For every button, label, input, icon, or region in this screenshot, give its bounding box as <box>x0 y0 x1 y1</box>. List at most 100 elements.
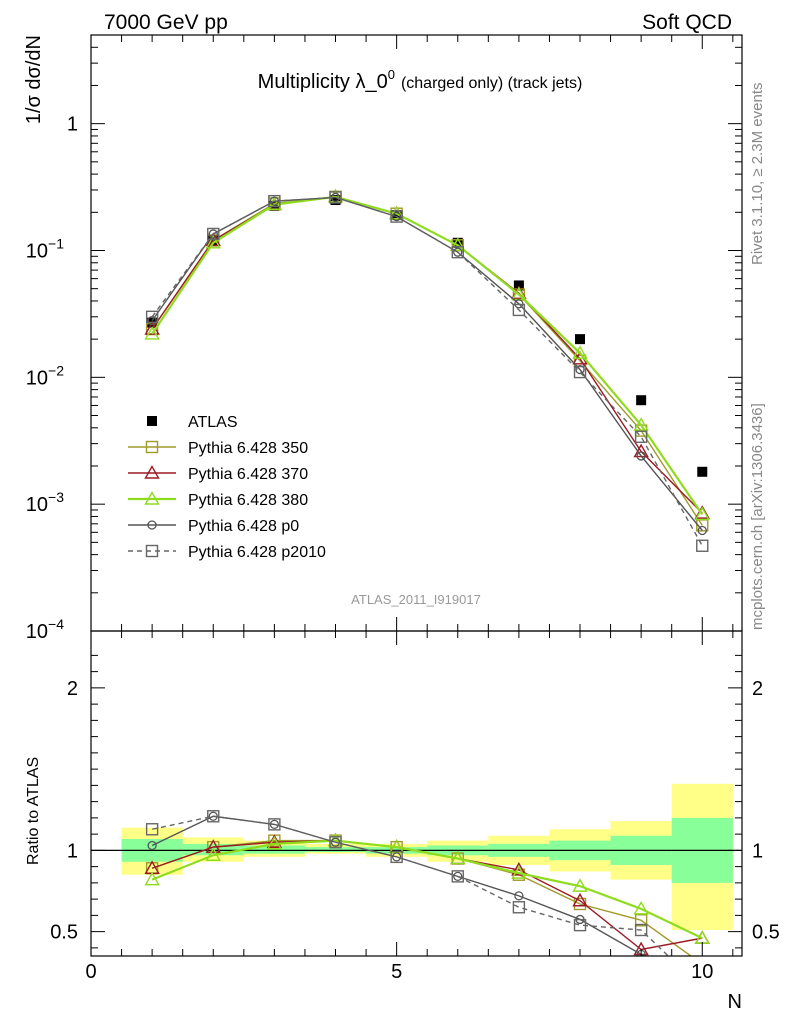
data-point-pythia-6-428-p0 <box>147 840 157 851</box>
data-point-pythia-6-428-380 <box>572 878 588 892</box>
data-point-pythia-6-428-380 <box>450 850 466 865</box>
series-atlas <box>147 195 708 477</box>
data-point-pythia-6-428-p0 <box>514 891 524 901</box>
legend-label: ATLAS <box>188 414 238 431</box>
main-title-suffix: (charged only) (track jets) <box>401 75 582 92</box>
data-point-pythia-6-428-p2010 <box>573 365 587 379</box>
legend-item-pythia-6-428-380: Pythia 6.428 380 <box>128 491 308 509</box>
x-tick-label: 10 <box>691 961 713 983</box>
data-point-pythia-6-428-p0 <box>269 196 280 206</box>
data-point-pythia-6-428-p0 <box>636 451 646 461</box>
data-point-pythia-6-428-p2010 <box>145 310 159 324</box>
x-tick-label: 0 <box>85 961 96 983</box>
band-green <box>304 847 367 852</box>
legend-label: Pythia 6.428 350 <box>188 440 308 457</box>
data-point-pythia-6-428-380 <box>633 417 649 431</box>
data-point-atlas <box>330 195 341 206</box>
data-point-pythia-6-428-p2010 <box>329 836 342 849</box>
ratio-y-tick-label-left: 1 <box>67 840 78 862</box>
main-panel: 110−110−210−310−4 Multiplicity λ_00(char… <box>23 34 743 643</box>
data-point-pythia-6-428-380 <box>694 506 710 521</box>
legend-label: Pythia 6.428 p2010 <box>188 544 326 561</box>
data-point-pythia-6-428-p2010 <box>634 430 648 443</box>
analysis-watermark: ATLAS_2011_I919017 <box>351 592 481 607</box>
ratio-y-tick-label-right: 2 <box>752 678 763 700</box>
y-tick-label: 1 <box>67 114 78 136</box>
y-tick-label: 10−2 <box>26 362 64 389</box>
data-point-pythia-6-428-p0 <box>330 837 341 847</box>
data-point-pythia-6-428-p2010 <box>268 194 281 208</box>
ratio-y-tick-label-left: 0.5 <box>50 922 78 944</box>
data-point-pythia-6-428-p0 <box>453 871 463 882</box>
legend-label: Pythia 6.428 380 <box>188 492 308 509</box>
legend-item-pythia-6-428-370: Pythia 6.428 370 <box>128 465 308 483</box>
data-point-pythia-6-428-p2010 <box>329 191 342 204</box>
data-point-pythia-6-428-370 <box>511 861 527 876</box>
series-pythia-6-428-p2010 <box>145 810 670 956</box>
data-point-pythia-6-428-p0 <box>697 525 707 536</box>
main-title-text: Multiplicity λ_0 <box>258 71 388 93</box>
series-line-pythia-6-428-380 <box>151 839 703 940</box>
data-point-pythia-6-428-p2010 <box>696 539 709 552</box>
data-point-pythia-6-428-p2010 <box>145 823 159 836</box>
data-point-pythia-6-428-p0 <box>575 364 585 375</box>
data-point-pythia-6-428-p0 <box>391 852 402 862</box>
y-tick-label-base: 1 <box>67 114 78 136</box>
legend-item-pythia-6-428-p0: Pythia 6.428 p0 <box>128 518 299 535</box>
header-right: Soft QCD <box>642 11 732 34</box>
y-tick-label-base: 10 <box>26 621 48 643</box>
y-tick-label: 10−1 <box>26 235 64 262</box>
data-point-pythia-6-428-p0 <box>391 211 402 222</box>
data-point-pythia-6-428-380 <box>511 865 527 879</box>
y-tick-label-exponent: −4 <box>48 616 64 632</box>
series-line-pythia-6-428-380 <box>151 195 704 516</box>
data-point-pythia-6-428-380 <box>450 237 466 251</box>
data-point-atlas <box>697 466 708 477</box>
legend: ATLAS Pythia 6.428 350 Pythia 6.428 370 Pyt… <box>128 414 326 561</box>
legend-marker <box>145 440 159 454</box>
data-point-atlas <box>636 395 647 406</box>
legend-marker <box>145 544 159 558</box>
series-pythia-6-428-p0 <box>147 192 707 536</box>
y-tick-label-base: 10 <box>26 240 48 262</box>
data-point-pythia-6-428-p2010 <box>451 870 464 883</box>
legend-marker <box>147 416 157 426</box>
data-point-pythia-6-428-380 <box>266 835 283 850</box>
x-axis-label: N <box>728 991 742 1013</box>
ratio-frame <box>90 630 743 957</box>
main-frame <box>90 34 743 632</box>
y-tick-label: 10−4 <box>26 616 64 643</box>
y-tick-label-exponent: −3 <box>48 489 64 505</box>
data-point-pythia-6-428-p2010 <box>390 210 403 223</box>
data-point-pythia-6-428-p2010 <box>634 923 648 937</box>
ratio-y-tick-label-right: 1 <box>752 840 763 862</box>
x-tick-label: 5 <box>391 961 402 983</box>
data-point-atlas <box>391 210 402 221</box>
legend-item-atlas: ATLAS <box>147 414 238 431</box>
data-point-pythia-6-428-370 <box>266 834 283 848</box>
legend-marker <box>144 465 160 479</box>
y-tick-label: 10−3 <box>26 489 64 516</box>
rivet-label: Rivet 3.1.10, ≥ 2.3M events <box>749 83 766 266</box>
mcplots-label: mcplots.cern.ch [arXiv:1306.3436] <box>749 403 766 630</box>
ratio-panel: 0.5 0.5 1 1 2 2 0 5 10 Ratio to ATLAS N <box>25 630 780 1013</box>
ratio-y-tick-label-right: 0.5 <box>752 922 780 944</box>
data-point-atlas <box>452 237 463 248</box>
data-point-pythia-6-428-380 <box>633 900 649 915</box>
y-tick-label-exponent: −2 <box>48 362 64 378</box>
main-title: Multiplicity λ_00 (charged only) (track j… <box>258 67 583 93</box>
legend-item-pythia-6-428-350: Pythia 6.428 350 <box>128 440 308 457</box>
header-left: 7000 GeV pp <box>104 11 228 34</box>
data-point-pythia-6-428-380 <box>144 325 160 340</box>
y-tick-label-exponent: −1 <box>48 235 64 251</box>
data-point-pythia-6-428-p2010 <box>573 918 587 932</box>
legend-marker <box>144 491 160 505</box>
data-point-pythia-6-428-p2010 <box>268 818 281 831</box>
data-point-pythia-6-428-380 <box>205 234 221 249</box>
series-line-pythia-6-428-p2010 <box>151 815 670 956</box>
data-point-pythia-6-428-p0 <box>453 247 463 257</box>
ratio-y-tick-label-left: 2 <box>67 678 78 700</box>
legend-label: Pythia 6.428 p0 <box>188 518 299 535</box>
data-point-atlas <box>575 334 586 345</box>
